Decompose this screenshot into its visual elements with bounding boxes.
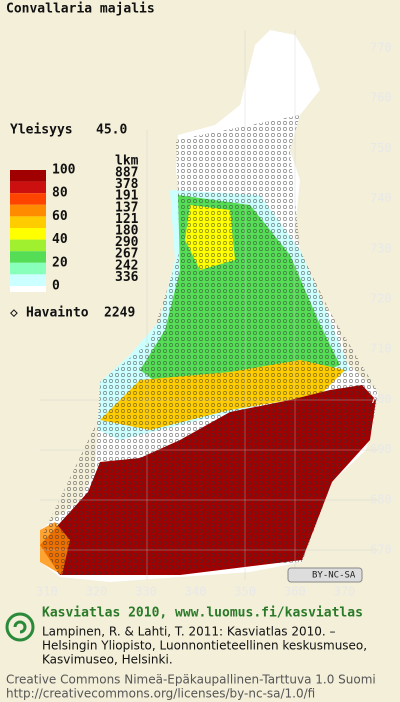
scale-label: 80: [52, 186, 68, 201]
finland-map: [40, 30, 378, 582]
legend: 100 80 60 40 20 0 8873781911371211802902672423…: [10, 163, 139, 294]
count-label: 887: [115, 166, 138, 181]
y-grid-label: 690: [370, 442, 392, 456]
legend-swatch: [10, 239, 46, 252]
legend-swatch: [10, 216, 46, 228]
citation-line: Helsingin Yliopisto, Luonnontieteellinen…: [42, 639, 367, 653]
y-grid-label: 720: [370, 292, 392, 306]
count-label: 267: [115, 247, 138, 262]
count-label: 121: [115, 212, 139, 227]
scale-label: 100: [52, 163, 76, 178]
x-grid-label: 360: [284, 585, 306, 599]
y-grid-label: 680: [370, 492, 392, 506]
y-grid-label: 770: [370, 41, 392, 55]
legend-swatch: [10, 274, 46, 286]
scale-label: 60: [52, 209, 68, 224]
y-grid-label: 700: [370, 392, 392, 406]
legend-swatch: [10, 170, 46, 182]
x-grid-label: 330: [135, 585, 157, 599]
x-grid-label: 350: [234, 585, 256, 599]
scale-label: 0: [52, 279, 60, 294]
y-grid-label: 670: [370, 543, 392, 557]
legend-swatch: [10, 251, 46, 263]
license-badge: BY-NC-SA: [312, 571, 356, 581]
y-grid-label: 710: [370, 342, 392, 356]
legend-swatch: [10, 193, 46, 205]
frequency-value: 45.0: [96, 123, 127, 138]
observation-label: Havainto: [26, 306, 89, 321]
legend-swatch: [10, 181, 46, 194]
license-badge-box: [287, 567, 363, 583]
observation-dots: [40, 115, 378, 577]
x-grid-label: 370: [334, 585, 356, 599]
logo: [5, 612, 35, 642]
license-line: Creative Commons Nimeä-Epäkaupallinen-Ta…: [6, 673, 376, 687]
species-title: Convallaria majalis: [6, 2, 155, 17]
count-label: 336: [115, 270, 139, 285]
citation-line: Lampinen, R. & Lahti, T. 2011: Kasviatla…: [42, 625, 336, 639]
scale-label: 40: [52, 232, 68, 247]
count-label: 137: [115, 200, 138, 215]
x-grid-label: 320: [86, 585, 108, 599]
y-grid-label: 730: [370, 241, 392, 255]
observation-value: 2249: [104, 306, 135, 321]
count-label: 191: [115, 189, 139, 204]
legend-swatch: [10, 204, 46, 217]
count-label: 378: [115, 177, 139, 192]
frequency-label: Yleisyys: [10, 123, 73, 138]
scale-label: 20: [52, 255, 68, 270]
observation-symbol: ◇: [10, 306, 18, 321]
count-label: 290: [115, 235, 139, 250]
y-grid-label: 740: [370, 191, 392, 205]
atlas-title: Kasviatlas 2010, www.luomus.fi/kasviatla…: [42, 606, 363, 621]
legend-swatch: [10, 262, 46, 275]
legend-swatch: [10, 286, 46, 292]
count-label: 242: [115, 258, 138, 273]
grid-lines: [40, 30, 378, 580]
legend-swatch: [10, 228, 46, 240]
citation-line: Kasvimuseo, Helsinki.: [42, 653, 173, 667]
count-label: 180: [115, 224, 139, 239]
grid-labels: 770 760 750 740 730 720 710 700 690 680 670 310 320 3…: [36, 41, 392, 599]
y-grid-label: 760: [370, 91, 392, 105]
x-grid-label: 340: [185, 585, 207, 599]
license-line: http://creativecommons.org/licenses/by-n…: [6, 687, 315, 701]
count-header: lkm: [115, 154, 139, 169]
y-grid-label: 750: [370, 141, 392, 155]
x-grid-label: 310: [36, 585, 58, 599]
